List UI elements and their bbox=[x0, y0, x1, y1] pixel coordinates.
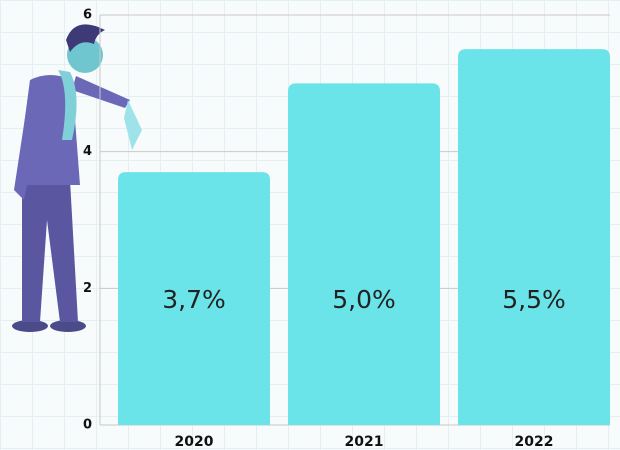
y-tick-label: 0 bbox=[83, 418, 92, 433]
bar bbox=[288, 83, 440, 425]
y-tick-label: 4 bbox=[83, 144, 92, 159]
value-label: 5,5% bbox=[502, 285, 566, 314]
bar bbox=[458, 49, 610, 426]
x-tick-label: 2020 bbox=[175, 434, 214, 450]
bar bbox=[118, 172, 270, 425]
value-label: 5,0% bbox=[332, 285, 396, 314]
x-tick-label: 2022 bbox=[515, 434, 554, 450]
y-tick-label: 2 bbox=[83, 281, 92, 296]
illustration bbox=[12, 24, 142, 332]
value-label: 3,7% bbox=[162, 285, 226, 314]
x-tick-label: 2021 bbox=[345, 434, 384, 450]
y-tick-label: 6 bbox=[83, 8, 92, 23]
